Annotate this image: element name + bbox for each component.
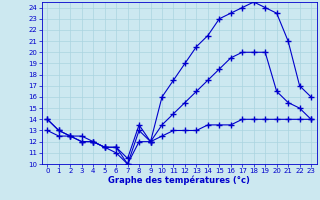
X-axis label: Graphe des températures (°c): Graphe des températures (°c): [108, 176, 250, 185]
